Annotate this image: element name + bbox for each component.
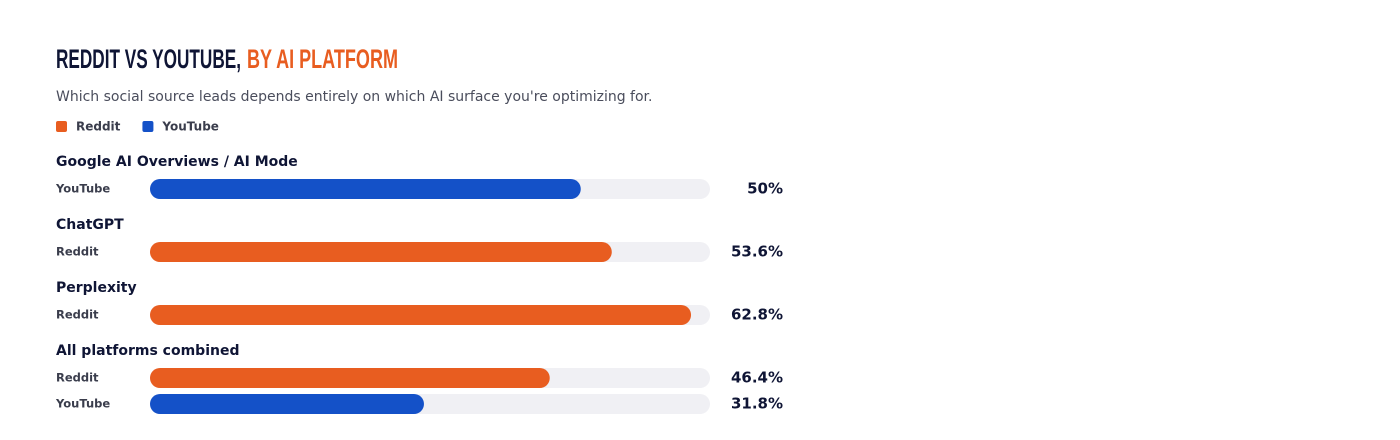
value-label: 53.6% — [731, 243, 783, 261]
legend-swatch — [56, 121, 67, 132]
bar — [150, 394, 424, 414]
row-label: YouTube — [55, 182, 110, 196]
legend-label: Reddit — [76, 120, 121, 134]
group-title: ChatGPT — [56, 217, 124, 233]
row-label: Reddit — [56, 245, 99, 259]
bar — [150, 305, 692, 325]
value-label: 62.8% — [731, 306, 783, 324]
bar — [150, 179, 581, 199]
row-label: YouTube — [55, 397, 110, 411]
group-title: Google AI Overviews / AI Mode — [56, 154, 298, 170]
legend-swatch — [142, 121, 154, 132]
chart-subtitle: Which social source leads depends entire… — [56, 89, 652, 105]
bar — [150, 368, 550, 388]
group-title: All platforms combined — [56, 343, 239, 359]
chart-title: REDDIT VS YOUTUBE, — [56, 44, 241, 74]
chart-title-accent: BY AI PLATFORM — [247, 44, 398, 74]
group-title: Perplexity — [56, 280, 137, 296]
bar — [150, 242, 612, 262]
row-label: Reddit — [56, 308, 99, 322]
legend-label: YouTube — [161, 120, 219, 134]
value-label: 31.8% — [731, 395, 783, 413]
value-label: 46.4% — [731, 369, 783, 387]
value-label: 50% — [747, 180, 783, 198]
row-label: Reddit — [56, 371, 99, 385]
